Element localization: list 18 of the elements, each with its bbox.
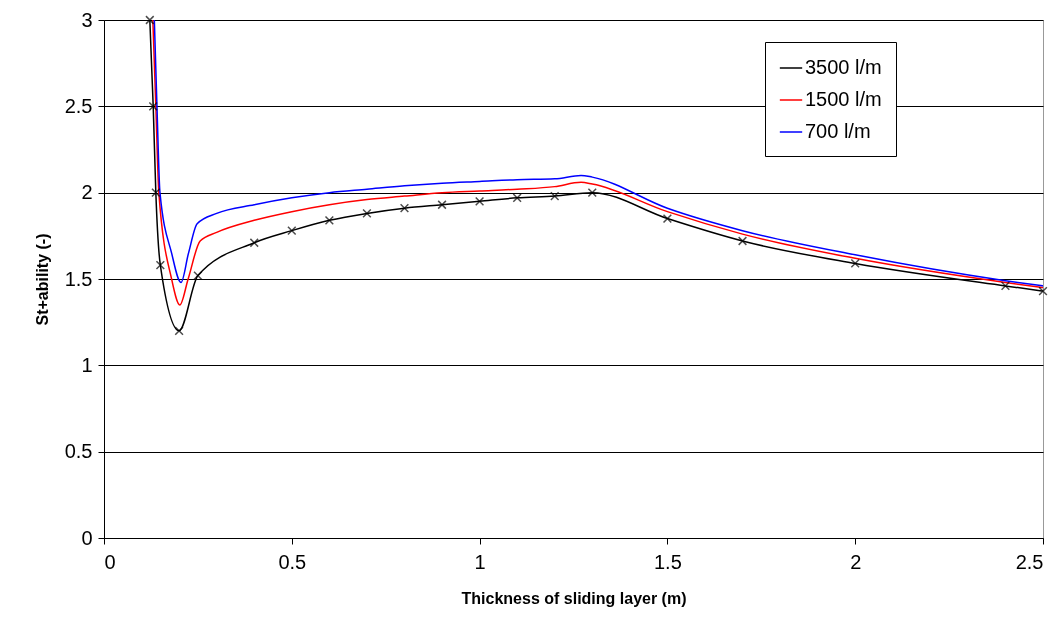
y-tick-label: 1 (81, 353, 93, 376)
x-tick-label: 2 (850, 550, 862, 573)
x-tick-label: 0 (104, 550, 116, 573)
y-tick-label: 3 (81, 8, 93, 31)
y-tick-label: 0.5 (64, 440, 93, 463)
y-tick-label: 2.5 (64, 94, 93, 117)
legend-label: 1500 l/m (805, 88, 882, 110)
y-axis-title: St+ability (-) (33, 233, 51, 326)
legend-label: 700 l/m (805, 120, 871, 142)
x-tick-label: 1 (474, 550, 486, 573)
x-tick-label: 1.5 (653, 550, 682, 573)
legend-label: 3500 l/m (805, 56, 882, 78)
x-axis-title: Thickness of sliding layer (m) (461, 589, 687, 607)
x-tick-label: 0.5 (278, 550, 307, 573)
y-tick-label: 2 (81, 181, 93, 204)
x-tick-label: 2.5 (1015, 550, 1044, 573)
y-tick-label: 0 (81, 526, 93, 549)
y-tick-label: 1.5 (64, 267, 93, 290)
